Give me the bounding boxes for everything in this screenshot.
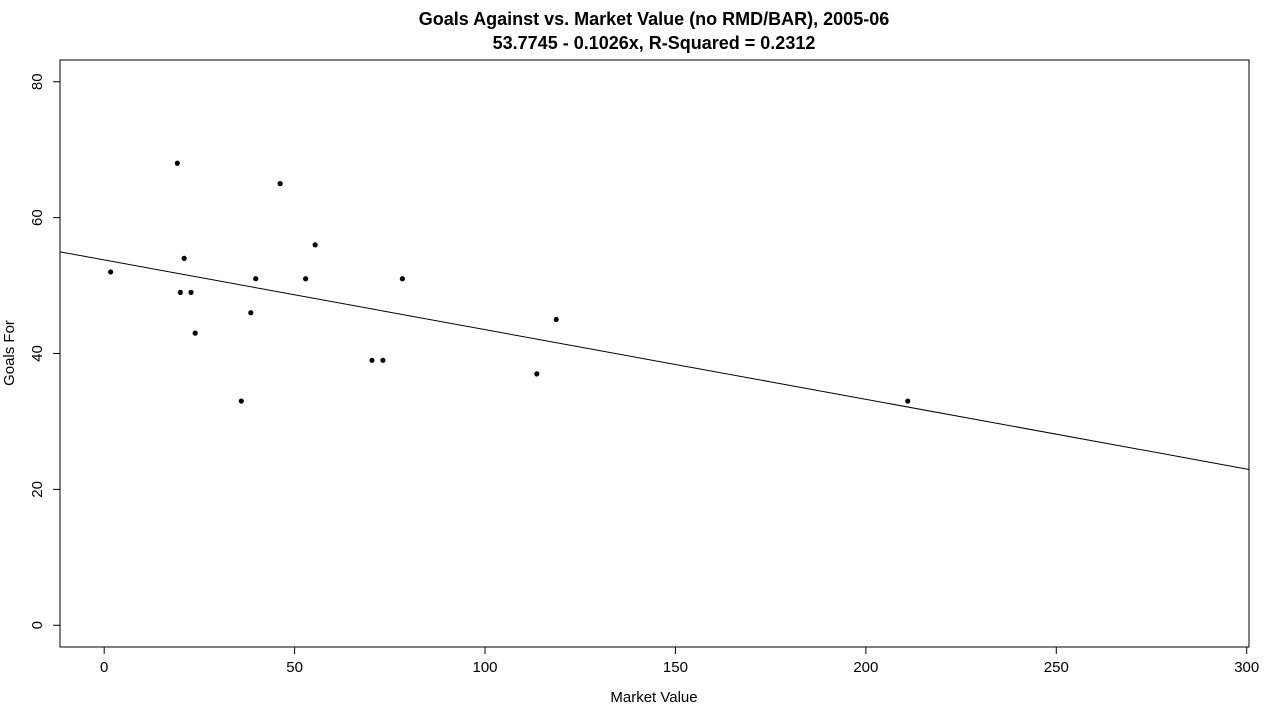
x-tick-label: 150 [663, 659, 688, 676]
data-point [192, 330, 198, 336]
plot-area-frame [59, 59, 1250, 648]
data-point [553, 316, 559, 323]
y-tick-label: 60 [29, 209, 46, 226]
data-point [238, 398, 244, 404]
y-axis-label: Goals For [1, 320, 18, 386]
data-point [177, 289, 183, 295]
regression-line-group [59, 251, 1250, 470]
data-point [277, 181, 283, 187]
x-tick-label: 0 [100, 659, 108, 676]
y-tick-label: 80 [29, 73, 46, 90]
chart-title: Goals Against vs. Market Value (no RMD/B… [419, 9, 889, 29]
y-axis: 0 20 40 60 80 [29, 73, 61, 629]
data-point [248, 310, 254, 316]
chart-subtitle: 53.7745 - 0.1026x, R-Squared = 0.2312 [493, 33, 816, 53]
data-point [369, 357, 375, 363]
data-point [253, 276, 259, 282]
data-point [174, 160, 180, 166]
regression-line [59, 251, 1250, 470]
x-tick-label: 250 [1044, 659, 1069, 676]
data-point [108, 269, 114, 275]
data-point [303, 276, 309, 282]
y-tick-label: 20 [29, 481, 46, 498]
x-tick-label: 100 [473, 659, 498, 676]
data-point [188, 289, 194, 295]
data-point [380, 357, 386, 363]
data-point [534, 371, 540, 377]
data-point [905, 398, 911, 404]
data-points [108, 160, 911, 404]
y-tick-label: 40 [29, 345, 46, 362]
data-point [181, 255, 187, 261]
data-point [399, 276, 405, 282]
x-tick-label: 200 [853, 659, 878, 676]
y-tick-label: 0 [29, 621, 46, 629]
x-tick-label: 300 [1234, 659, 1259, 676]
x-axis: 0 50 100 150 200 250 300 [100, 646, 1259, 676]
x-tick-label: 50 [286, 659, 303, 676]
data-point [312, 242, 318, 248]
x-axis-label: Market Value [610, 689, 697, 706]
